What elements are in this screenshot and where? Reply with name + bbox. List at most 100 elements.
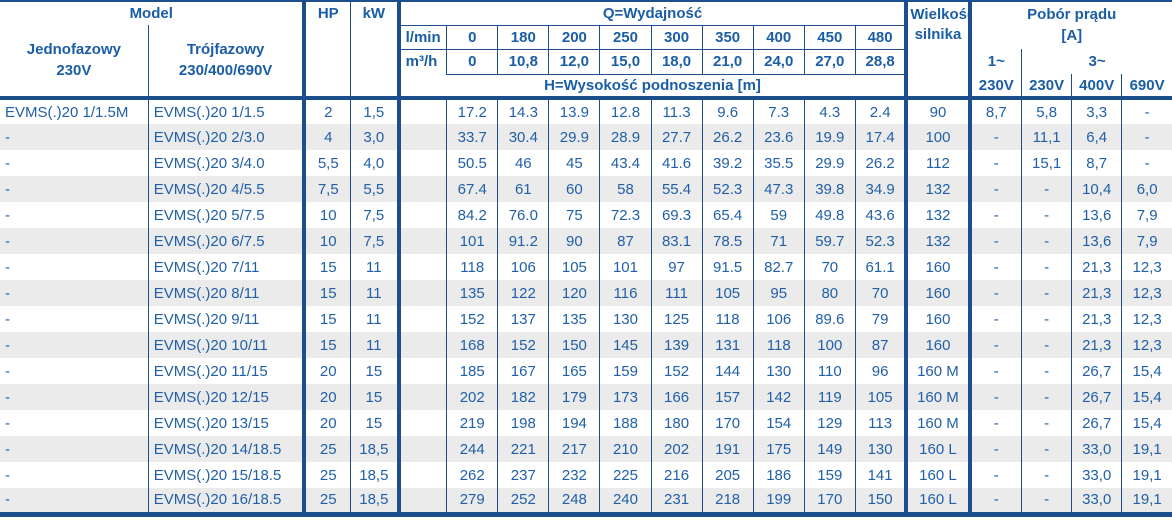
cell-h-value-8: 141	[854, 462, 907, 488]
header-q-m3h-1: 10,8	[497, 49, 549, 75]
cell-current-3-690: -	[1121, 98, 1172, 124]
cell-h-value-4: 152	[650, 358, 703, 384]
cell-h-value-6: 47.3	[752, 176, 805, 202]
cell-kw: 11	[350, 306, 401, 332]
cell-h-value-5: 52.3	[701, 176, 754, 202]
cell-h-value-2: 179	[548, 384, 600, 410]
cell-h-value-1: 237	[497, 462, 549, 488]
cell-spacer	[399, 150, 447, 176]
cell-h-value-3: 240	[599, 488, 652, 517]
header-q-m3h-4: 18,0	[650, 49, 703, 75]
cell-h-value-1: 122	[497, 280, 549, 306]
cell-h-value-0: 33.7	[446, 124, 498, 150]
cell-current-3-690: 15,4	[1121, 410, 1172, 436]
cell-model-three: EVMS(.)20 13/15	[147, 410, 305, 436]
cell-model-three: EVMS(.)20 15/18.5	[147, 462, 305, 488]
cell-h-value-0: 101	[446, 228, 498, 254]
cell-current-3-400: 33,0	[1071, 436, 1122, 462]
cell-current-3-400: 8,7	[1071, 150, 1122, 176]
cell-current-3-230: 5,8	[1021, 98, 1072, 124]
header-q-lmin-5: 350	[701, 25, 754, 50]
cell-h-value-4: 41.6	[650, 150, 703, 176]
cell-current-3-230: -	[1021, 384, 1072, 410]
cell-current-3-690: 12,3	[1121, 306, 1172, 332]
cell-h-value-0: 84.2	[446, 202, 498, 228]
cell-h-value-8: 52.3	[854, 228, 907, 254]
cell-current-3-690: 6,0	[1121, 176, 1172, 202]
header-model-group: Model	[129, 5, 173, 22]
header-q-m3h-2: 12,0	[548, 49, 600, 75]
header-motor-size: Wielkość silnika	[904, 1, 972, 100]
cell-motor-size: 100	[904, 124, 972, 150]
header-three-phase: Trójfazowy 230/400/690V	[147, 25, 305, 100]
header-single-phase-voltage: 230V	[56, 61, 92, 79]
cell-current-3-690: 12,3	[1121, 254, 1172, 280]
cell-h-value-4: 83.1	[650, 228, 703, 254]
cell-h-value-6: 175	[752, 436, 805, 462]
cell-current-3-690: 19,1	[1121, 462, 1172, 488]
header-unit-m3h: m³/h	[405, 53, 438, 71]
cell-current-3-690: 7,9	[1121, 228, 1172, 254]
cell-h-value-5: 118	[701, 306, 754, 332]
cell-h-value-1: 106	[497, 254, 549, 280]
cell-hp: 10	[302, 228, 351, 254]
cell-model-single: -	[5, 388, 10, 406]
cell-h-value-1: 137	[497, 306, 549, 332]
cell-h-value-5: 218	[701, 488, 754, 517]
cell-model-three: EVMS(.)20 8/11	[147, 280, 305, 306]
cell-h-value-5: 78.5	[701, 228, 754, 254]
cell-hp: 10	[302, 202, 351, 228]
cell-h-value-0: 202	[446, 384, 498, 410]
cell-model-single: -	[5, 206, 10, 224]
cell-model-single: -	[5, 440, 10, 458]
cell-kw: 15	[350, 410, 401, 436]
cell-h-value-6: 130	[752, 358, 805, 384]
cell-motor-size: 112	[904, 150, 972, 176]
header-unit-lmin: l/min	[398, 25, 447, 50]
cell-h-value-8: 34.9	[854, 176, 907, 202]
cell-h-value-6: 71	[752, 228, 805, 254]
header-q-m3h-7: 27,0	[803, 49, 856, 75]
header-voltage-3-230: 230V	[1021, 74, 1072, 100]
cell-hp: 15	[302, 332, 351, 358]
cell-kw: 11	[350, 254, 401, 280]
cell-h-value-4: 166	[650, 384, 703, 410]
cell-current-1-230: -	[993, 258, 999, 276]
cell-h-value-2: 45	[548, 150, 600, 176]
cell-current-1-230: 8,7	[985, 103, 1007, 121]
header-q-lmin-7: 450	[803, 25, 856, 50]
cell-h-value-7: 39.8	[803, 176, 856, 202]
cell-h-value-2: 29.9	[548, 124, 600, 150]
cell-h-value-3: 145	[599, 332, 652, 358]
cell-spacer	[399, 176, 447, 202]
cell-kw: 11	[350, 280, 401, 306]
cell-h-value-1: 182	[497, 384, 549, 410]
cell-current-3-400: 21,3	[1071, 306, 1122, 332]
cell-model-single: EVMS(.)20 1/1.5M	[5, 103, 129, 121]
header-three-phase-label: Trójfazowy	[186, 41, 265, 59]
cell-h-value-7: 4.3	[803, 98, 856, 124]
cell-spacer	[399, 280, 447, 306]
cell-h-value-1: 252	[497, 488, 549, 517]
cell-h-value-5: 65.4	[701, 202, 754, 228]
cell-h-value-5: 26.2	[701, 124, 754, 150]
cell-h-value-4: 216	[650, 462, 703, 488]
cell-h-value-1: 167	[497, 358, 549, 384]
cell-kw: 4,0	[350, 150, 401, 176]
cell-spacer	[399, 462, 447, 488]
header-three-phase-voltage: 230/400/690V	[178, 61, 273, 79]
header-voltage-1-230: 230V	[969, 74, 1022, 100]
cell-current-3-400: 33,0	[1071, 488, 1122, 517]
cell-spacer	[399, 98, 447, 124]
cell-h-value-4: 202	[650, 436, 703, 462]
header-q-lmin-6: 400	[752, 25, 805, 50]
cell-h-value-3: 72.3	[599, 202, 652, 228]
cell-motor-size: 160	[904, 280, 972, 306]
header-q-lmin-1: 180	[497, 25, 549, 50]
header-voltage-3-690: 690V	[1121, 74, 1172, 100]
cell-h-value-2: 75	[548, 202, 600, 228]
cell-current-1-230: -	[993, 362, 999, 380]
header-single-phase-label: Jednofazowy	[26, 41, 121, 59]
cell-h-value-4: 55.4	[650, 176, 703, 202]
cell-h-value-2: 90	[548, 228, 600, 254]
